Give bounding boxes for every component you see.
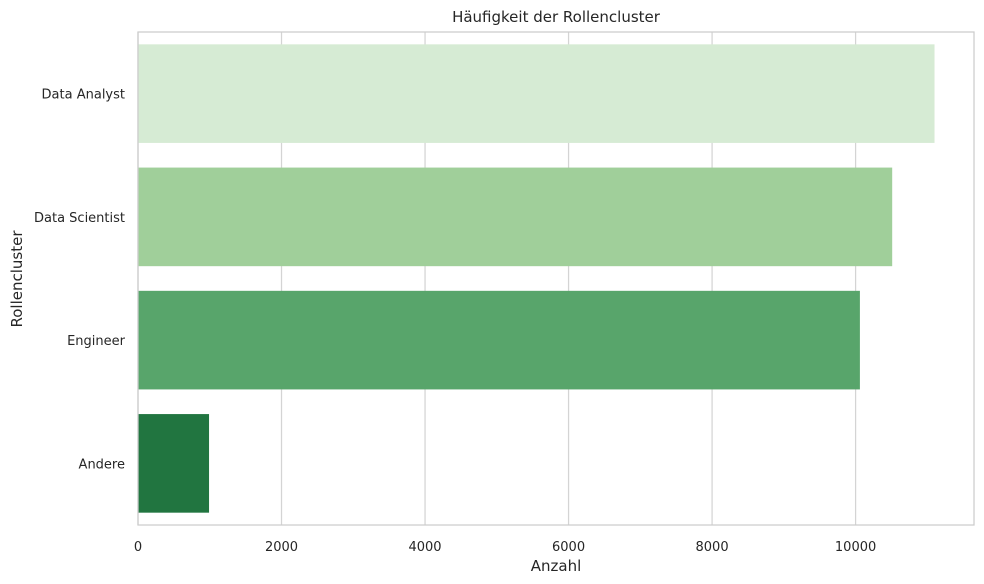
y-tick-label: Data Analyst: [42, 88, 125, 103]
bars: [138, 44, 935, 513]
y-tick-labels: Data Analyst Data Scientist Engineer Andere: [34, 88, 126, 473]
y-tick-label: Andere: [79, 457, 125, 472]
x-tick-label: 8000: [696, 540, 729, 555]
x-tick-label: 0: [134, 540, 142, 555]
y-tick-label: Engineer: [67, 334, 126, 349]
x-tick-label: 10000: [835, 540, 876, 555]
bar-engineer: [138, 290, 860, 390]
y-axis-label: Rollencluster: [8, 230, 26, 328]
x-tick-label: 2000: [265, 540, 298, 555]
x-tick-labels: 0 2000 4000 6000 8000 10000: [134, 540, 876, 555]
bar-data-analyst: [138, 44, 935, 143]
plot-frame: [137, 31, 975, 526]
x-tick-label: 6000: [552, 540, 585, 555]
x-axis-label: Anzahl: [531, 557, 582, 575]
bar-data-scientist: [138, 167, 893, 267]
chart-title: Häufigkeit der Rollencluster: [452, 8, 661, 26]
bar-andere: [138, 414, 210, 513]
y-tick-label: Data Scientist: [34, 211, 125, 226]
x-tick-label: 4000: [408, 540, 441, 555]
